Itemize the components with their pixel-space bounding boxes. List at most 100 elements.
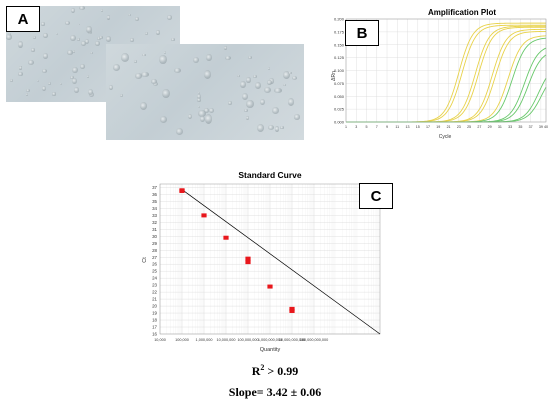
standard-curve-title: Standard Curve	[238, 170, 302, 180]
cell-blob	[86, 26, 92, 33]
cell-blob	[280, 125, 284, 129]
amp-x-tick-label: 13	[406, 125, 410, 129]
std-y-tick-label: 27	[152, 255, 157, 260]
std-x-tick-label: 10,000,000	[216, 338, 235, 342]
cell-blob	[267, 67, 270, 70]
std-x-tick-label: 1,000,000,000	[258, 338, 282, 342]
amp-x-tick-label: 33	[508, 125, 512, 129]
cell-blob	[87, 89, 93, 96]
amplification-plot-ylabel: ΔRn	[331, 71, 337, 81]
cell-blob	[245, 116, 250, 120]
std-y-tick-label: 17	[152, 325, 157, 330]
cell-blob	[52, 92, 56, 96]
amp-x-tick-label: 39	[539, 125, 543, 129]
cell-blob	[55, 32, 59, 36]
amp-x-tick-label: 15	[416, 125, 420, 129]
cell-blob	[288, 98, 295, 106]
cell-blob	[79, 63, 86, 69]
cell-blob	[206, 53, 213, 62]
cell-blob	[25, 93, 29, 97]
cell-blob	[130, 37, 134, 43]
std-y-tick-label: 34	[152, 206, 157, 211]
std-y-tick-label: 31	[152, 227, 157, 232]
cell-blob	[141, 71, 149, 78]
std-y-tick-label: 24	[152, 276, 157, 281]
cell-blob	[273, 87, 282, 94]
std-fit-line	[181, 189, 381, 335]
cell-blob	[98, 35, 103, 40]
amp-y-tick-label: 0.100	[334, 68, 345, 73]
microscopy-image-high-density	[106, 44, 304, 140]
cell-blob	[203, 70, 212, 80]
cell-blob	[170, 37, 175, 41]
amp-x-tick-label: 35	[518, 125, 522, 129]
cell-blob	[155, 30, 161, 36]
amp-x-tick-label: 29	[488, 125, 492, 129]
cell-blob	[288, 71, 292, 75]
cell-blob	[173, 68, 181, 74]
amp-y-tick-label: 0.200	[334, 17, 345, 22]
cell-blob	[25, 88, 31, 93]
cell-blob	[134, 72, 142, 79]
cell-blob	[30, 48, 36, 52]
cell-blob	[243, 108, 249, 112]
cell-blob	[28, 59, 35, 66]
cell-blob	[253, 74, 257, 78]
cell-blob	[60, 83, 63, 85]
cell-blob	[67, 50, 73, 55]
cell-blob	[197, 93, 201, 99]
cell-blob	[41, 86, 47, 92]
cell-blob	[159, 54, 167, 64]
standard-curve-ylabel: Ct	[142, 257, 148, 263]
cell-blob	[267, 124, 275, 131]
amp-y-tick-label: 0.125	[334, 55, 345, 60]
cell-blob	[192, 56, 199, 63]
cell-blob	[73, 86, 79, 93]
amp-y-tick-label: 0.150	[334, 42, 345, 47]
cell-blob	[282, 71, 290, 80]
cell-blob	[76, 38, 81, 41]
standard-curve-chart: Standard Curve Ct Quantity 10,000 100,000…	[142, 170, 381, 353]
amp-y-tick-label: 0.075	[334, 81, 345, 86]
cell-blob	[134, 60, 137, 63]
cell-blob	[162, 88, 170, 98]
amp-x-tick-label: 40	[544, 125, 548, 129]
amp-x-tick-label: 37	[529, 125, 533, 129]
amp-y-tick-label: 0.025	[334, 107, 345, 112]
cell-blob	[128, 13, 132, 16]
std-y-tick-label: 19	[152, 311, 157, 316]
amp-y-tick-label: 0.050	[334, 94, 345, 99]
cell-blob	[240, 81, 247, 89]
cell-blob	[72, 66, 79, 74]
cell-blob	[153, 81, 159, 86]
cell-blob	[33, 36, 37, 40]
cell-blob	[70, 75, 74, 80]
std-data-point	[267, 284, 273, 289]
std-y-tick-label: 26	[152, 262, 157, 267]
std-y-tick-label: 33	[152, 213, 157, 218]
cell-blob	[163, 50, 166, 54]
amp-y-tick-label: 0.175	[334, 29, 345, 34]
cell-blob	[72, 77, 77, 84]
std-data-point	[289, 306, 295, 311]
std-y-tick-label: 35	[152, 199, 157, 204]
std-data-point	[223, 235, 229, 240]
amp-series-line-11	[346, 78, 547, 123]
cell-blob	[89, 51, 93, 55]
cell-blob	[248, 56, 253, 60]
cell-blob	[151, 78, 157, 84]
amplification-plot-xlabel: Cycle	[439, 134, 452, 140]
amp-x-tick-label: 17	[426, 125, 430, 129]
cell-blob	[80, 40, 86, 47]
cell-blob	[272, 106, 280, 115]
std-x-tick-label: 100,000	[175, 338, 189, 342]
std-x-tick-label: 10,000,000,000	[279, 338, 305, 342]
cell-blob	[108, 84, 114, 90]
std-y-tick-label: 36	[152, 192, 157, 197]
cell-blob	[120, 94, 123, 97]
cell-blob	[41, 22, 45, 26]
cell-blob	[121, 53, 130, 62]
cell-blob	[18, 65, 23, 71]
cell-blob	[112, 64, 121, 72]
cell-blob	[241, 93, 248, 101]
